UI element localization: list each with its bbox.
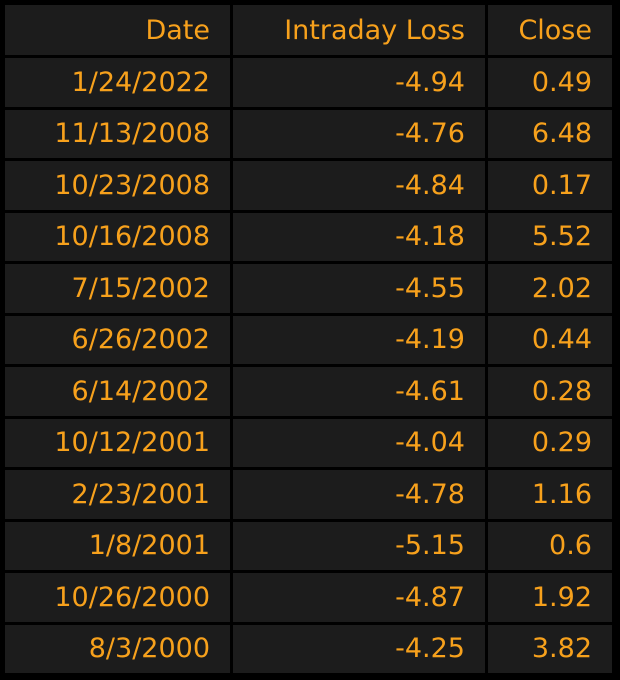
table-cell: -4.25: [233, 624, 485, 673]
table-cell: 1.16: [488, 470, 612, 519]
table-cell: 10/23/2008: [5, 161, 230, 210]
table-cell: 2.02: [488, 264, 612, 313]
table-cell: 10/26/2000: [5, 573, 230, 622]
data-table: Date Intraday Loss Close 1/24/2022 -4.94 0.49…: [5, 5, 612, 673]
table-cell: -4.18: [233, 212, 485, 261]
table-cell: -4.61: [233, 367, 485, 416]
table-cell: 0.6: [488, 521, 612, 570]
table-cell: 7/15/2002: [5, 264, 230, 313]
table-cell: 0.49: [488, 58, 612, 107]
table-cell: 10/12/2001: [5, 418, 230, 467]
table-cell: 2/23/2001: [5, 470, 230, 519]
header-cell: Close: [488, 5, 612, 55]
table-cell: 6/26/2002: [5, 315, 230, 364]
table-cell: 1/24/2022: [5, 58, 230, 107]
table-cell: -4.84: [233, 161, 485, 210]
header-cell: Date: [5, 5, 230, 55]
table-cell: -5.15: [233, 521, 485, 570]
table-cell: 0.29: [488, 418, 612, 467]
table-cell: 0.17: [488, 161, 612, 210]
table-cell: 1/8/2001: [5, 521, 230, 570]
table-cell: 0.28: [488, 367, 612, 416]
table-cell: 6.48: [488, 109, 612, 158]
table-cell: 6/14/2002: [5, 367, 230, 416]
table-cell: -4.87: [233, 573, 485, 622]
table-cell: -4.04: [233, 418, 485, 467]
table-cell: -4.55: [233, 264, 485, 313]
table-cell: 0.44: [488, 315, 612, 364]
table-cell: -4.19: [233, 315, 485, 364]
table-cell: -4.76: [233, 109, 485, 158]
table-cell: 8/3/2000: [5, 624, 230, 673]
table-cell: 10/16/2008: [5, 212, 230, 261]
table-cell: 3.82: [488, 624, 612, 673]
table-cell: 11/13/2008: [5, 109, 230, 158]
table-cell: -4.94: [233, 58, 485, 107]
table-cell: -4.78: [233, 470, 485, 519]
table-cell: 1.92: [488, 573, 612, 622]
table-cell: 5.52: [488, 212, 612, 261]
header-cell: Intraday Loss: [233, 5, 485, 55]
